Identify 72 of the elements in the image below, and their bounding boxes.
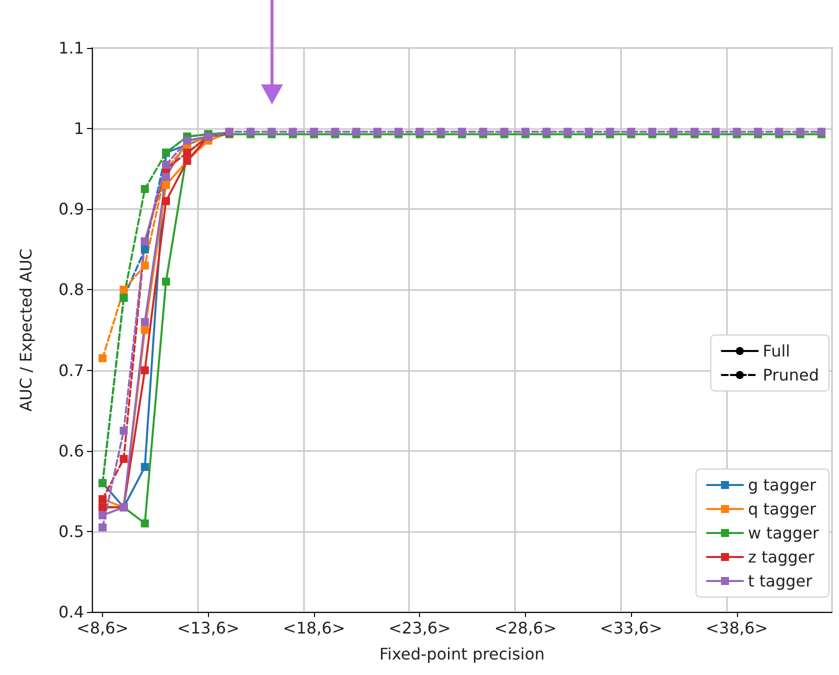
point [162,160,170,169]
x-tick-label: <18,6> [282,618,346,638]
point [775,128,784,136]
point [479,128,488,136]
point [732,128,741,136]
point [98,354,107,362]
point [140,519,149,528]
x-axis-title: Fixed-point precision [379,644,545,664]
y-tick-label: 0.7 [58,360,84,380]
point [98,523,107,532]
point [669,128,678,136]
y-tick-label: 1 [74,119,84,138]
x-tick-label: <28,6> [494,618,557,638]
x-tick-label: <8,6> [76,618,129,638]
y-tick-label: 1.1 [58,38,84,58]
point [162,180,170,189]
legend-label: t tagger [748,572,813,590]
point [373,128,382,136]
y-tick-label: 0.4 [58,602,84,622]
point [754,128,762,136]
point [140,185,149,193]
point [712,128,720,136]
legend-label: z tagger [748,548,815,566]
y-tick-label: 0.6 [58,441,84,460]
x-tick-label: <33,6> [600,618,662,638]
point [627,128,636,136]
x-tick-label: <13,6> [177,618,240,638]
x-tick-label: <38,6> [706,618,768,638]
point [162,197,170,206]
point [140,462,149,471]
point [648,128,656,136]
point [120,454,128,463]
point [796,128,804,136]
legend-label: Pruned [762,366,820,384]
legend-label: w tagger [748,524,820,542]
point [162,278,170,286]
point [521,128,530,136]
point [120,426,128,435]
point [606,128,614,136]
point [140,262,149,270]
y-tick-label: 0.5 [58,522,84,541]
point [183,136,192,145]
legend-label: q tagger [748,500,816,518]
x-tick-label: <23,6> [388,618,451,638]
legend-label: Full [762,342,790,360]
point [690,128,699,136]
legend-label: g tagger [748,476,816,494]
point [140,366,149,374]
y-tick-label: 0.9 [58,200,84,219]
point [140,326,149,334]
point [564,128,572,136]
point [436,128,445,136]
point [817,128,826,136]
point [288,128,297,136]
point [268,128,276,136]
point [458,128,466,136]
point [140,318,149,326]
point [584,128,593,136]
point [394,128,403,136]
point [162,172,170,181]
point [140,245,149,254]
y-tick-label: 0.8 [58,280,84,300]
point [416,128,424,136]
point [120,286,128,294]
point [246,128,255,136]
y-axis-title: AUC / Expected AUC [16,248,36,412]
point [352,128,360,136]
point [500,128,508,136]
point [98,511,107,520]
point [331,128,340,136]
point [542,128,551,136]
point [310,128,318,136]
